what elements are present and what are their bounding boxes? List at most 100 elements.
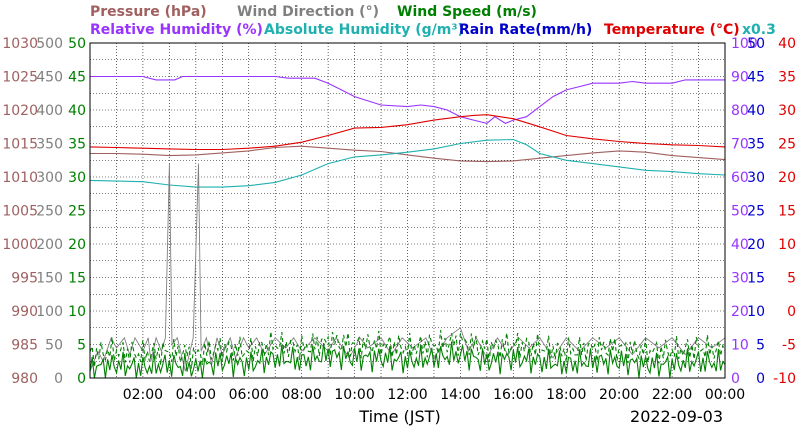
tick-relative_humidity: 0 xyxy=(731,371,740,387)
series-line-2 xyxy=(89,114,726,151)
right-axes: 1009080706050403020100504540353025201510… xyxy=(731,36,796,387)
series-line-3 xyxy=(89,138,726,188)
tick-pressure: 1010 xyxy=(2,170,38,186)
tick-relative_humidity: 90 xyxy=(731,70,749,86)
x-axis: 02:00 04:00 06:00 08:00 10:00 12:00 14:00 16:00… xyxy=(123,387,745,403)
header-label-1: Absolute Humidity (g/m³) xyxy=(264,22,464,38)
tick-relative_humidity: 10 xyxy=(731,338,749,354)
tick-temperature: 10 xyxy=(778,237,796,253)
tick-temperature: 40 xyxy=(778,36,796,52)
header-label-4: x0.3 xyxy=(742,22,776,38)
tick-relative_humidity: 70 xyxy=(731,137,749,153)
series-line-6 xyxy=(89,330,726,369)
tick-wind_speed: 30 xyxy=(68,170,86,186)
tick-pressure: 1005 xyxy=(2,204,38,220)
x-tick-label: 18:00 xyxy=(546,387,586,403)
x-tick-label: 04:00 xyxy=(176,387,216,403)
tick-wind_direction: 0 xyxy=(54,371,63,387)
tick-pressure: 1000 xyxy=(2,237,38,253)
tick-temperature: 5 xyxy=(787,271,796,287)
x-tick-label: 20:00 xyxy=(599,387,639,403)
tick-pressure: 985 xyxy=(11,338,38,354)
tick-temperature: 35 xyxy=(778,70,796,86)
tick-wind_speed: 10 xyxy=(68,304,86,320)
tick-wind_direction: 450 xyxy=(36,70,63,86)
tick-rain_rate: 5 xyxy=(756,338,765,354)
series-line-5 xyxy=(89,341,726,379)
x-tick-label: 06:00 xyxy=(229,387,269,403)
x-tick-label: 02:00 xyxy=(123,387,163,403)
tick-rain_rate: 50 xyxy=(747,36,765,52)
tick-rain_rate: 20 xyxy=(747,237,765,253)
tick-temperature: 30 xyxy=(778,103,796,119)
tick-pressure: 980 xyxy=(11,371,38,387)
tick-wind_speed: 0 xyxy=(77,371,86,387)
plot-border xyxy=(89,42,726,379)
tick-rain_rate: 25 xyxy=(747,204,765,220)
header-label-0: Relative Humidity (%) xyxy=(90,22,263,38)
tick-temperature: 15 xyxy=(778,204,796,220)
tick-wind_speed: 45 xyxy=(68,70,86,86)
tick-wind_direction: 300 xyxy=(36,170,63,186)
tick-rain_rate: 35 xyxy=(747,137,765,153)
tick-relative_humidity: 50 xyxy=(731,204,749,220)
tick-temperature: 0 xyxy=(787,304,796,320)
tick-wind_speed: 5 xyxy=(77,338,86,354)
tick-wind_direction: 250 xyxy=(36,204,63,220)
tick-rain_rate: 30 xyxy=(747,170,765,186)
x-tick-label: 00:00 xyxy=(705,387,745,403)
header-label-2: Wind Speed (m/s) xyxy=(397,4,537,20)
plot-frame xyxy=(89,42,726,379)
tick-relative_humidity: 40 xyxy=(731,237,749,253)
x-tick-label: 08:00 xyxy=(281,387,321,403)
chart-date: 2022-09-03 xyxy=(630,407,723,426)
tick-pressure: 990 xyxy=(11,304,38,320)
tick-wind_speed: 25 xyxy=(68,204,86,220)
tick-wind_direction: 400 xyxy=(36,103,63,119)
x-axis-label: Time (JST) xyxy=(358,407,440,426)
header-label-1: Wind Direction (°) xyxy=(237,4,379,20)
tick-rain_rate: 15 xyxy=(747,271,765,287)
header-label-0: Pressure (hPa) xyxy=(90,4,207,20)
series-line-4 xyxy=(89,163,726,372)
x-tick-label: 10:00 xyxy=(334,387,374,403)
tick-temperature: 20 xyxy=(778,170,796,186)
header-label-2: Rain Rate(mm/h) xyxy=(459,22,592,38)
tick-pressure: 1030 xyxy=(2,36,38,52)
tick-rain_rate: 40 xyxy=(747,103,765,119)
tick-pressure: 995 xyxy=(11,271,38,287)
tick-relative_humidity: 20 xyxy=(731,304,749,320)
tick-wind_speed: 35 xyxy=(68,137,86,153)
tick-rain_rate: 45 xyxy=(747,70,765,86)
tick-wind_direction: 500 xyxy=(36,36,63,52)
x-tick-label: 12:00 xyxy=(387,387,427,403)
series-line-0 xyxy=(90,145,726,163)
x-tick-label: 14:00 xyxy=(440,387,480,403)
tick-relative_humidity: 30 xyxy=(731,271,749,287)
tick-rain_rate: 0 xyxy=(756,371,765,387)
left-axes: 1030102510201015101010051000995990985980… xyxy=(2,36,86,387)
tick-pressure: 1025 xyxy=(2,70,38,86)
tick-wind_direction: 150 xyxy=(36,271,63,287)
tick-wind_direction: 50 xyxy=(45,338,63,354)
tick-wind_speed: 20 xyxy=(68,237,86,253)
tick-pressure: 1020 xyxy=(2,103,38,119)
tick-temperature: -10 xyxy=(773,371,796,387)
tick-relative_humidity: 80 xyxy=(731,103,749,119)
x-tick-label: 22:00 xyxy=(652,387,692,403)
tick-relative_humidity: 60 xyxy=(731,170,749,186)
tick-wind_speed: 15 xyxy=(68,271,86,287)
tick-wind_speed: 40 xyxy=(68,103,86,119)
tick-wind_direction: 350 xyxy=(36,137,63,153)
tick-pressure: 1015 xyxy=(2,137,38,153)
chart-header: Pressure (hPa) Wind Direction (°) Wind Spe… xyxy=(90,4,776,38)
tick-temperature: 25 xyxy=(778,137,796,153)
tick-wind_direction: 200 xyxy=(36,237,63,253)
header-label-3: Temperature (°C) xyxy=(604,22,740,38)
tick-rain_rate: 10 xyxy=(747,304,765,320)
tick-wind_speed: 50 xyxy=(68,36,86,52)
tick-temperature: -5 xyxy=(782,338,796,354)
tick-wind_direction: 100 xyxy=(36,304,63,320)
